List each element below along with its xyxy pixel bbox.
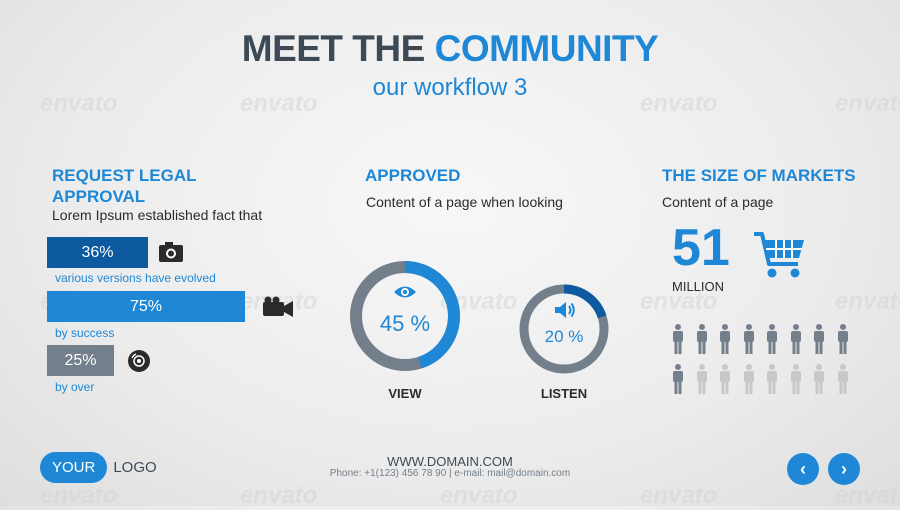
progress-bar-75: 75% <box>47 291 245 322</box>
person-icon <box>696 364 708 394</box>
donut-arc <box>519 284 609 374</box>
speaker-icon <box>554 301 576 324</box>
market-size-unit: MILLION <box>672 279 725 294</box>
person-icon <box>743 324 755 354</box>
donut-chart-view: 45 % <box>348 259 462 373</box>
bar-label: 36% <box>81 243 114 261</box>
logo[interactable]: YOUR LOGO <box>40 452 157 483</box>
bar-label: 25% <box>64 351 97 369</box>
progress-bar-36: 36% <box>47 237 148 268</box>
legal-heading-line1: REQUEST LEGAL <box>52 166 197 185</box>
person-icon <box>813 324 825 354</box>
person-icon <box>719 364 731 394</box>
page-subtitle: our workflow 3 <box>372 74 528 101</box>
chevron-left-icon: ‹ <box>800 458 806 479</box>
bar-caption: by success <box>55 326 115 340</box>
prev-button[interactable]: ‹ <box>787 453 819 485</box>
watermark: envato <box>40 90 118 117</box>
shopping-cart-icon <box>752 230 806 285</box>
person-icon <box>790 324 802 354</box>
next-button[interactable]: › <box>828 453 860 485</box>
watermark: envato <box>640 482 718 509</box>
watermark: envato <box>240 90 318 117</box>
chevron-right-icon: › <box>841 458 847 479</box>
person-icon <box>672 324 684 354</box>
bar-caption: various versions have evolved <box>55 271 216 285</box>
eye-icon <box>393 284 417 305</box>
markets-text: Content of a page <box>662 194 774 210</box>
donut-caption: VIEW <box>388 386 422 401</box>
donut-value: 20 % <box>544 327 584 346</box>
person-icon <box>766 324 778 354</box>
markets-heading: THE SIZE OF MARKETS <box>662 166 856 185</box>
person-icon <box>743 364 755 394</box>
person-icon <box>766 364 778 394</box>
person-icon <box>696 324 708 354</box>
watermark: envato <box>835 288 900 315</box>
legal-heading: REQUEST LEGAL APPROVAL <box>52 165 197 207</box>
progress-bar-25: 25% <box>47 345 114 376</box>
approved-heading: APPROVED <box>365 166 461 185</box>
disc-icon <box>127 349 151 378</box>
watermark: envato <box>240 482 318 509</box>
person-icon <box>837 364 849 394</box>
donut-arc <box>350 261 460 371</box>
watermark: envato <box>440 482 518 509</box>
logo-pill: YOUR <box>40 452 108 483</box>
people-grid <box>672 324 862 394</box>
legal-heading-line2: APPROVAL <box>52 187 146 206</box>
title-part-b: COMMUNITY <box>434 28 659 69</box>
watermark: envato <box>640 288 718 315</box>
watermark: envato <box>640 90 718 117</box>
logo-word: LOGO <box>113 459 157 476</box>
watermark: envato <box>835 482 900 509</box>
footer-contact: Phone: +1(123) 456 78 90 | e-mail: mail@… <box>329 468 571 479</box>
bar-caption: by over <box>55 380 95 394</box>
watermark: envato <box>835 90 900 117</box>
person-icon <box>813 364 825 394</box>
person-icon <box>719 324 731 354</box>
donut-caption: LISTEN <box>540 386 588 401</box>
person-icon <box>790 364 802 394</box>
person-icon <box>837 324 849 354</box>
approved-text: Content of a page when looking <box>366 194 563 210</box>
donut-chart-listen: 20 % <box>518 283 610 375</box>
person-icon <box>672 364 684 394</box>
title-part-a: MEET THE <box>241 28 435 69</box>
camera-icon <box>158 241 184 268</box>
legal-text: Lorem Ipsum established fact that <box>52 207 263 223</box>
market-size-number: 51 <box>672 219 730 277</box>
bar-label: 75% <box>129 297 163 315</box>
page-title: MEET THE COMMUNITY <box>0 28 900 70</box>
footer-domain[interactable]: WWW.DOMAIN.COM <box>387 454 513 469</box>
video-camera-icon <box>262 296 294 323</box>
donut-value: 45 % <box>379 311 431 336</box>
watermark: envato <box>40 482 118 509</box>
